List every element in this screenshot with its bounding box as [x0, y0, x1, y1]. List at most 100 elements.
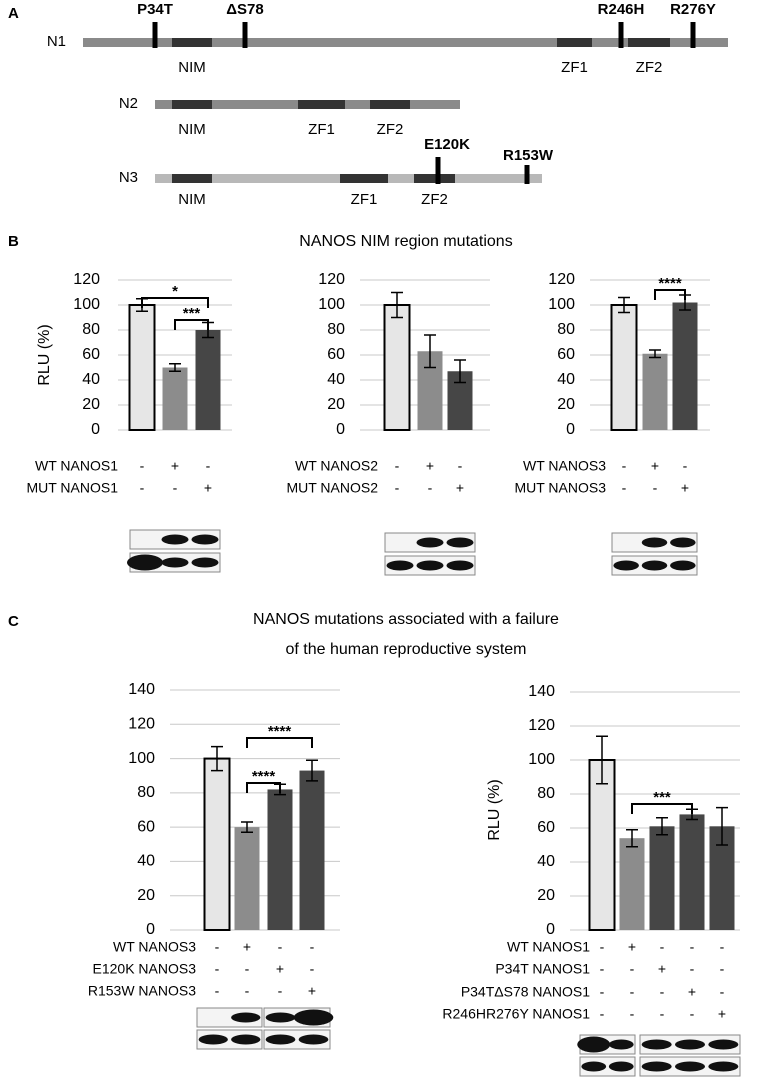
bar — [234, 827, 260, 930]
blot-band — [191, 557, 219, 568]
bar — [679, 814, 705, 930]
condition-sign: - — [140, 458, 145, 474]
condition-sign: + — [688, 984, 696, 1000]
condition-sign: - — [660, 939, 665, 955]
y-tick-label: 60 — [137, 818, 155, 835]
condition-sign: - — [660, 984, 665, 1000]
domain-label: ZF1 — [561, 59, 588, 76]
blot-band — [161, 534, 189, 545]
y-tick-label: 40 — [557, 371, 575, 388]
condition-sign: - — [600, 1006, 605, 1022]
significance-label: *** — [653, 789, 671, 806]
condition-sign: - — [173, 480, 178, 496]
condition-sign: - — [720, 961, 725, 977]
condition-sign: + — [308, 983, 316, 999]
blot-band — [231, 1034, 261, 1045]
blot-band — [675, 1061, 705, 1072]
condition-sign: + — [276, 961, 284, 977]
bar — [383, 304, 411, 431]
significance-bracket — [631, 803, 693, 814]
error-bar — [649, 349, 661, 359]
blot-band — [416, 537, 444, 548]
y-tick-label: 40 — [82, 371, 100, 388]
error-bar — [306, 759, 318, 782]
condition-label: E120K NANOS3 — [93, 961, 197, 977]
condition-sign: - — [683, 458, 688, 474]
mutation-label: P34T — [137, 1, 173, 18]
condition-label: WT NANOS3 — [523, 458, 606, 474]
blot-band — [127, 554, 163, 571]
condition-sign: - — [622, 458, 627, 474]
blot-band — [577, 1036, 611, 1053]
condition-sign: - — [630, 984, 635, 1000]
y-tick-label: 100 — [318, 296, 345, 313]
y-tick-label: 20 — [537, 887, 555, 904]
error-bar — [391, 291, 403, 319]
domain-label: ZF1 — [351, 191, 378, 208]
blot-band — [613, 560, 639, 571]
condition-sign: - — [428, 480, 433, 496]
error-bar — [656, 817, 668, 836]
error-bar — [596, 735, 608, 785]
mutation-tick — [618, 22, 624, 48]
mutation-tick — [242, 22, 248, 48]
blot-band — [298, 1034, 329, 1045]
condition-sign: + — [651, 458, 659, 474]
condition-label: MUT NANOS3 — [514, 480, 606, 496]
domain-label: ZF2 — [636, 59, 663, 76]
condition-sign: - — [140, 480, 145, 496]
domain-label: NIM — [178, 121, 206, 138]
condition-sign: - — [630, 1006, 635, 1022]
domain — [172, 174, 212, 183]
y-tick-label: 80 — [82, 321, 100, 338]
condition-sign: - — [660, 1006, 665, 1022]
y-tick-label: 20 — [82, 396, 100, 413]
bar — [128, 304, 156, 431]
condition-sign: - — [458, 458, 463, 474]
domain — [557, 38, 592, 47]
blot-band — [161, 557, 189, 568]
condition-sign: + — [718, 1006, 726, 1022]
blot-band — [581, 1061, 607, 1072]
blot-band — [191, 534, 219, 545]
significance-label: **** — [252, 768, 276, 785]
condition-sign: - — [600, 939, 605, 955]
condition-sign: - — [630, 961, 635, 977]
domain — [172, 100, 212, 109]
condition-sign: - — [600, 984, 605, 1000]
bar — [588, 759, 616, 931]
condition-sign: + — [456, 480, 464, 496]
panel-label: A — [8, 5, 19, 22]
y-tick-label: 80 — [327, 321, 345, 338]
y-tick-label: 20 — [557, 396, 575, 413]
blot-band — [675, 1039, 705, 1050]
blot-band — [265, 1012, 296, 1023]
bar — [642, 353, 668, 430]
blot-band — [446, 537, 474, 548]
condition-sign: - — [278, 983, 283, 999]
mutation-label: R246H — [598, 1, 645, 18]
protein-name: N2 — [119, 95, 138, 112]
blot-band — [386, 560, 414, 571]
error-bar — [618, 296, 630, 314]
y-tick-label: 0 — [91, 421, 100, 438]
significance-bracket — [246, 737, 313, 748]
condition-sign: + — [243, 939, 251, 955]
y-tick-label: 0 — [566, 421, 575, 438]
condition-label: R246HR276Y NANOS1 — [442, 1006, 590, 1022]
blot-band — [293, 1009, 334, 1026]
mutation-tick — [152, 22, 158, 48]
mutation-label: ΔS78 — [226, 1, 263, 18]
condition-sign: + — [628, 939, 636, 955]
domain — [298, 100, 345, 109]
condition-sign: - — [278, 939, 283, 955]
y-tick-label: 120 — [73, 271, 100, 288]
y-tick-label: 40 — [327, 371, 345, 388]
condition-label: P34T NANOS1 — [495, 961, 590, 977]
blot-band — [231, 1012, 261, 1023]
error-bar — [211, 745, 223, 772]
blot-band — [670, 537, 696, 548]
y-tick-label: 100 — [73, 296, 100, 313]
